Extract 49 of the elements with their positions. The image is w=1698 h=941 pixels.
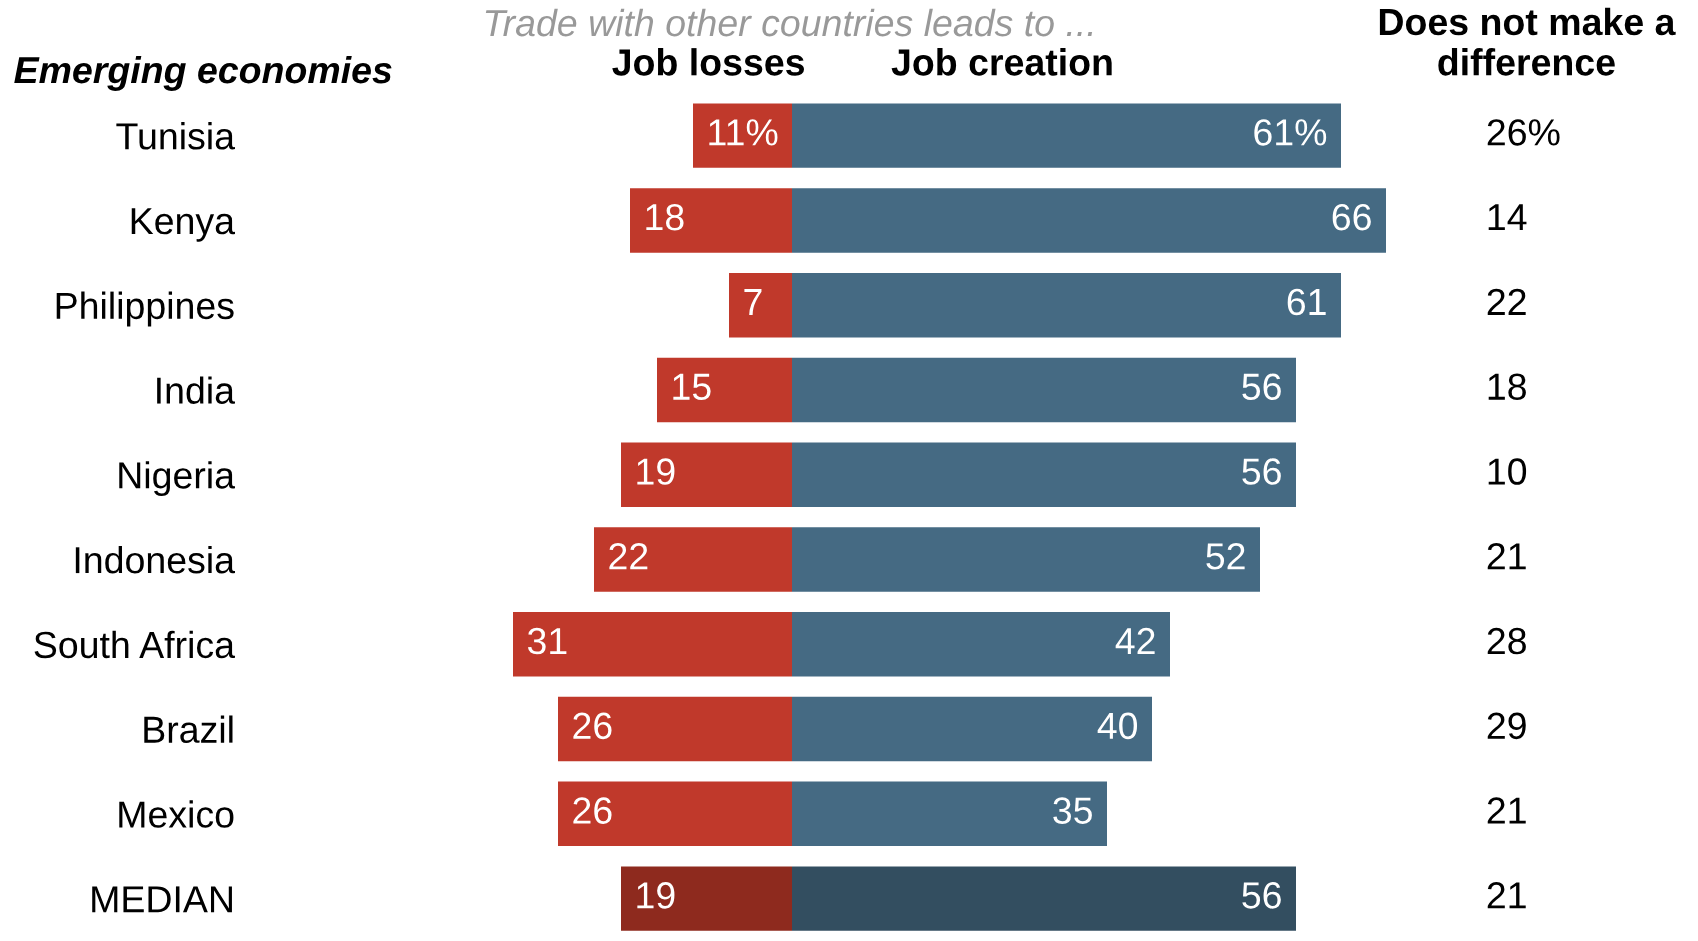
y-tick-label: India <box>157 376 235 404</box>
data-label: 56 <box>1242 373 1281 401</box>
data-label: 15 <box>673 373 711 401</box>
data-label: 26 <box>573 712 612 740</box>
text: 21 <box>1487 882 1526 909</box>
data-label: 56 <box>1242 882 1281 909</box>
text: 14 <box>1488 204 1527 231</box>
data-label: 40 <box>1097 712 1138 740</box>
y-tick-label: Tunisia <box>116 122 236 150</box>
data-label: 19 <box>637 458 675 485</box>
data-label: 7 <box>744 289 762 315</box>
bar <box>630 188 792 253</box>
text: 29 <box>1487 712 1526 740</box>
y-tick-label: Indonesia <box>75 545 236 574</box>
text: 21 <box>1487 797 1526 824</box>
text: Does not make a difference <box>1379 7 1676 76</box>
y-tick-label: Philippines <box>56 291 234 327</box>
data-label: 61% <box>1254 119 1327 146</box>
y-tick-label: Nigeria <box>119 461 235 497</box>
text: 21 <box>1487 543 1526 570</box>
data-label: 66 <box>1332 203 1371 231</box>
chart-title: Job creation <box>891 48 1112 76</box>
data-label: 26 <box>573 797 612 824</box>
text: 28 <box>1487 627 1526 655</box>
text: 22 <box>1487 288 1526 315</box>
text: 10 <box>1488 458 1527 485</box>
bar <box>657 357 792 423</box>
y-tick-label: Kenya <box>131 208 235 242</box>
text: 18 <box>1488 373 1526 401</box>
bar <box>693 103 792 168</box>
y-tick-label: Mexico <box>119 800 234 828</box>
y-tick-label: Brazil <box>144 715 233 744</box>
data-label: 56 <box>1242 458 1281 485</box>
y-tick-label: South Africa <box>34 630 236 659</box>
text: 26% <box>1487 119 1560 146</box>
data-label: 22 <box>609 543 648 570</box>
data-label: 52 <box>1206 543 1245 570</box>
data-label: 19 <box>637 882 675 909</box>
data-label: 18 <box>646 203 684 231</box>
data-label: 42 <box>1115 627 1155 654</box>
data-label: 61 <box>1287 288 1326 316</box>
data-label: 31 <box>527 627 567 655</box>
y-axis-title: Emerging economies <box>14 55 392 91</box>
data-label: 35 <box>1053 797 1092 824</box>
chart-title: Job losses <box>612 48 804 76</box>
y-tick-label: MEDIAN <box>92 886 232 913</box>
bar <box>729 272 792 338</box>
text: Trade with other countries leads to ... <box>485 8 1093 37</box>
data-label: 11% <box>709 119 778 146</box>
